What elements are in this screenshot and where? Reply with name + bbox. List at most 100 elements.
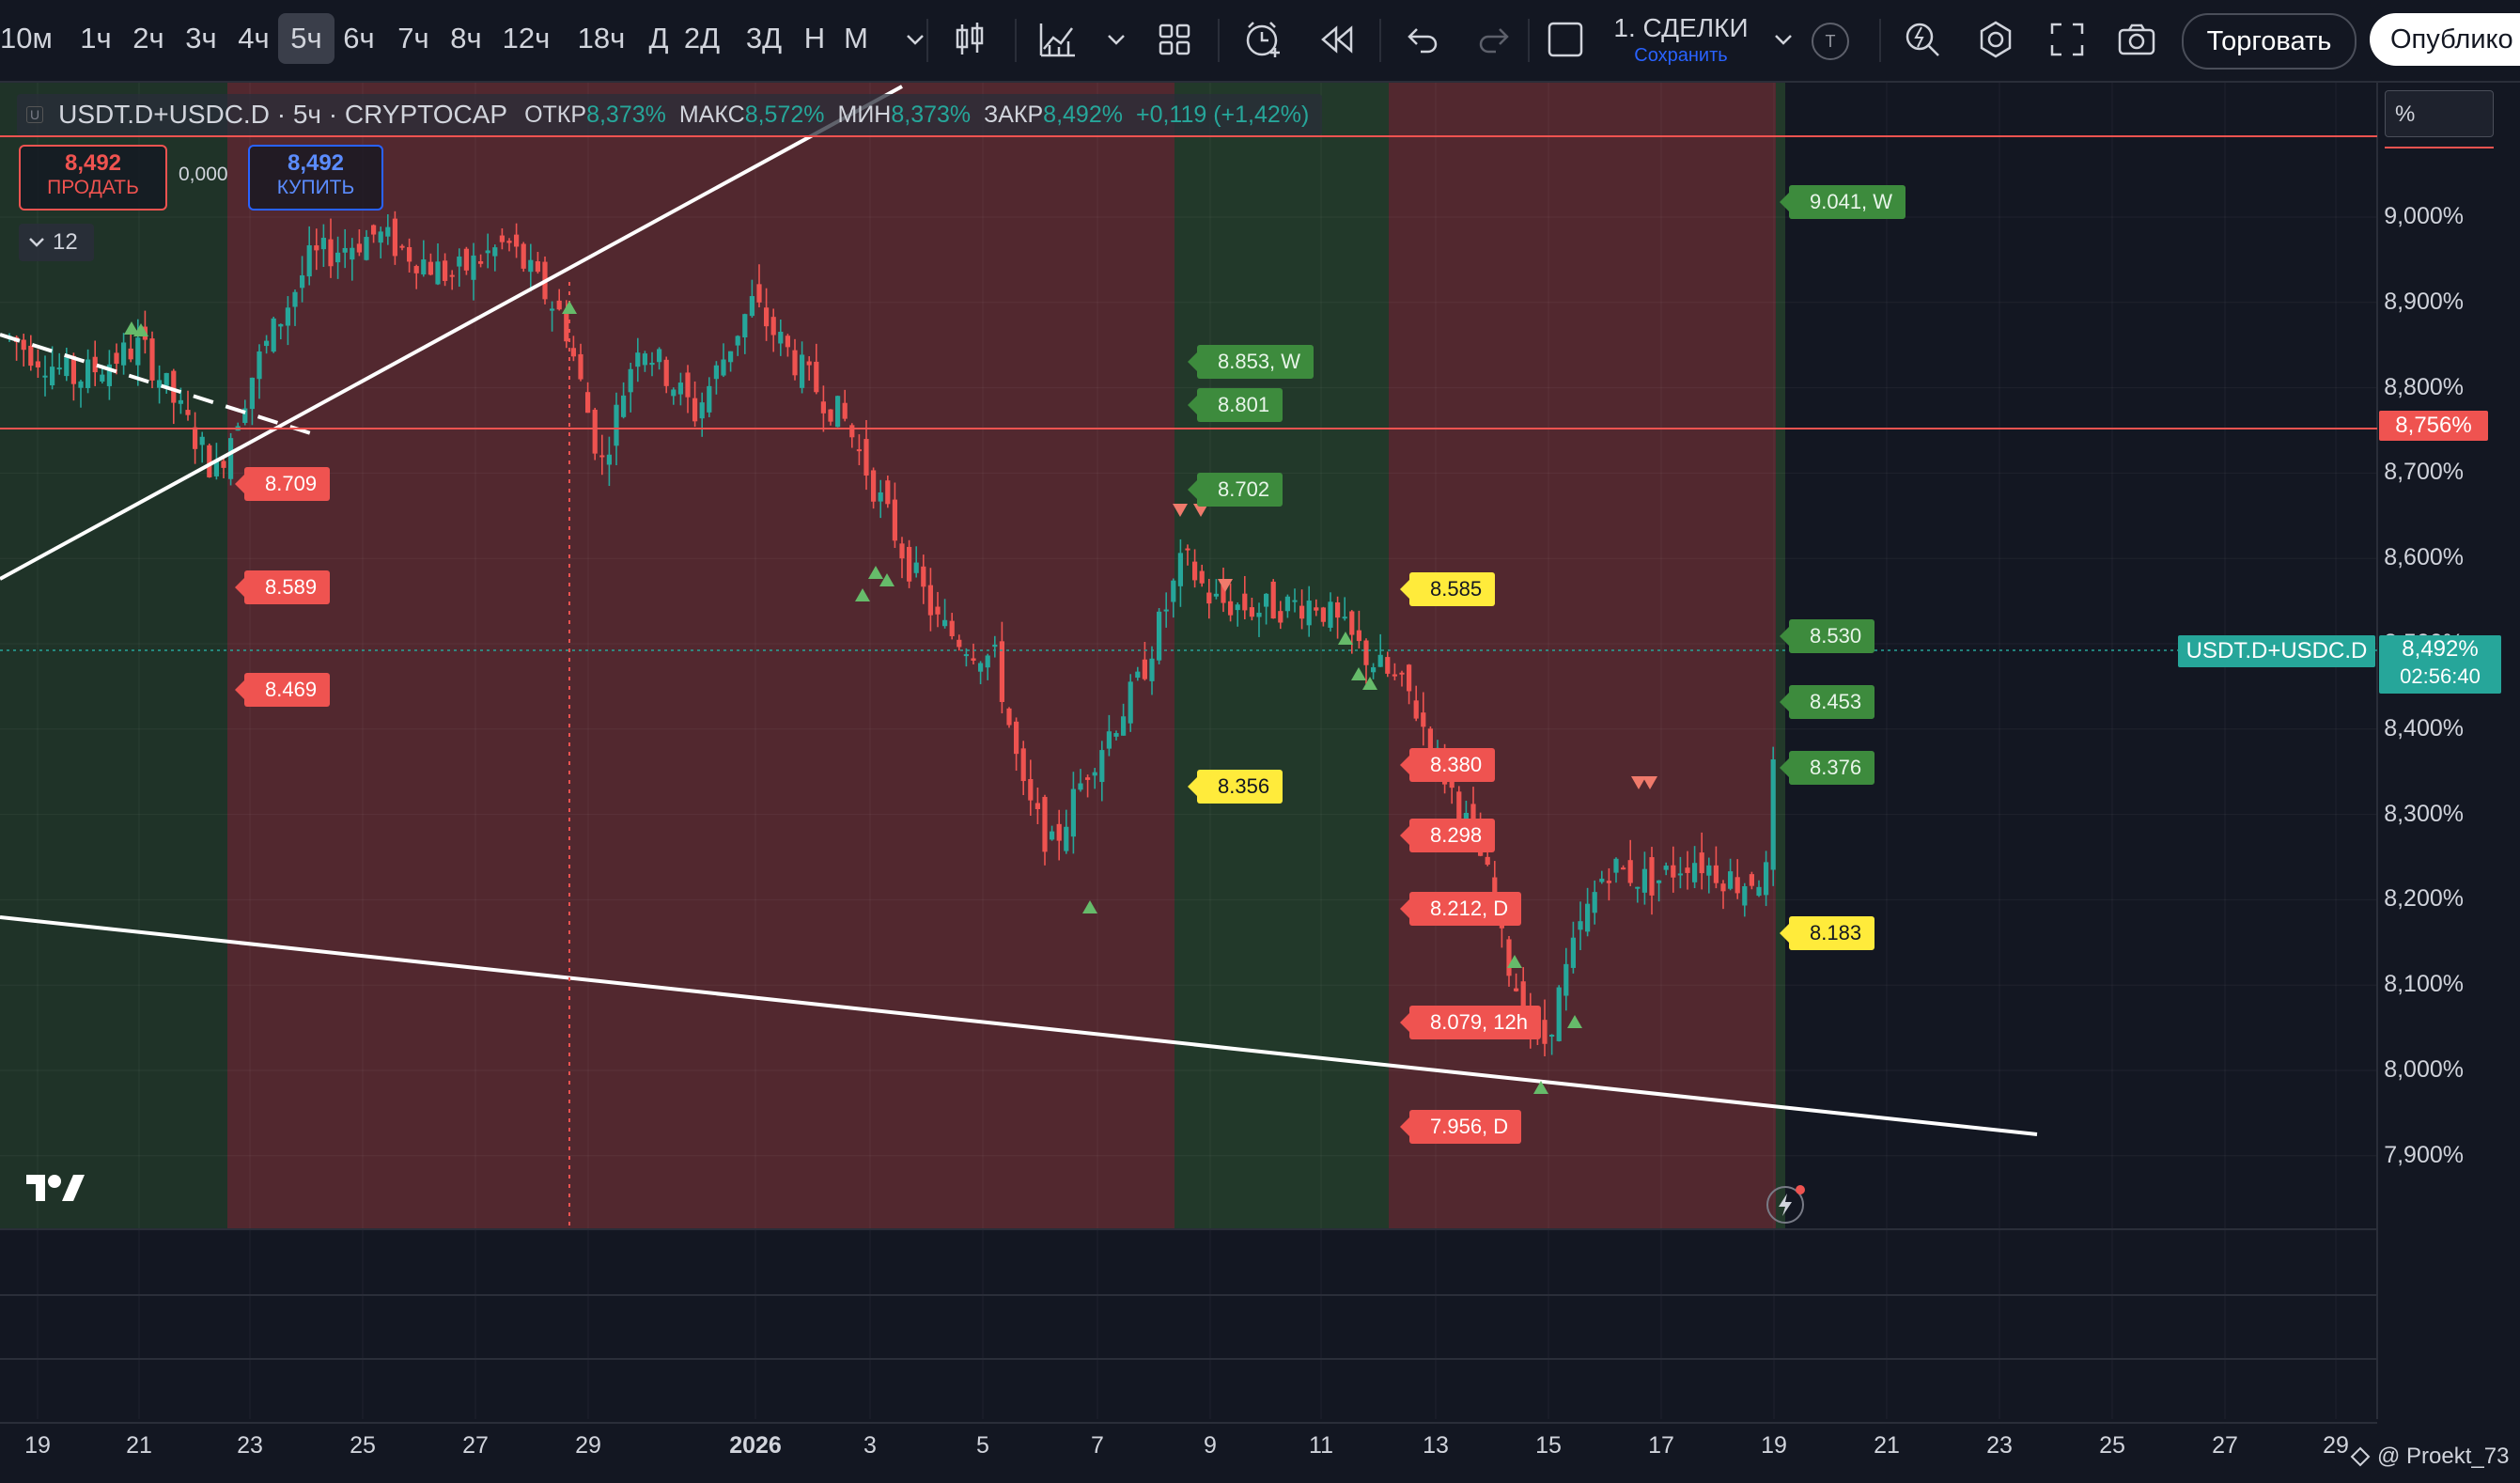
candle-body bbox=[1034, 803, 1040, 809]
red-price-tag[interactable]: 8.469 bbox=[234, 673, 331, 707]
green-price-tag[interactable]: 8.702 bbox=[1187, 473, 1283, 507]
red-price-tag[interactable]: 8.298 bbox=[1399, 819, 1496, 852]
timeframe-5[interactable]: 5ч bbox=[278, 13, 334, 64]
candle-body bbox=[1506, 939, 1512, 976]
timeframe-15[interactable]: М bbox=[844, 22, 868, 55]
sell-button[interactable]: 8,492 ПРОДАТЬ bbox=[19, 145, 167, 211]
layout-save-link[interactable]: Сохранить bbox=[1634, 45, 1728, 66]
timeframe-10[interactable]: 18ч bbox=[577, 22, 626, 55]
symbol-legend[interactable]: U USDT.D+USDC.D · 5ч · CRYPTOCAP ОТКР 8,3… bbox=[17, 94, 1323, 135]
candles-chart-type-icon[interactable] bbox=[947, 17, 992, 62]
timeframe-1[interactable]: 1ч bbox=[80, 22, 112, 55]
timeframe-14[interactable]: Н bbox=[803, 22, 826, 55]
trade-button[interactable]: Торговать bbox=[2182, 13, 2357, 70]
candle-body bbox=[1306, 601, 1312, 626]
green-price-tag[interactable]: 8.530 bbox=[1779, 619, 1875, 653]
red-price-tag[interactable]: 8.589 bbox=[234, 570, 331, 604]
lightning-alert-icon[interactable] bbox=[1766, 1185, 1805, 1224]
timeframe-2[interactable]: 2ч bbox=[132, 22, 164, 55]
buy-signal-marker bbox=[868, 566, 883, 579]
buy-label: КУПИТЬ bbox=[276, 177, 355, 198]
candle-body bbox=[443, 260, 448, 281]
timeframe-8[interactable]: 8ч bbox=[450, 22, 482, 55]
timeframe-4[interactable]: 4ч bbox=[238, 22, 270, 55]
time-tick-label: 25 bbox=[350, 1432, 376, 1459]
price-scale[interactable]: % bbox=[2377, 81, 2520, 1237]
timeframe-6[interactable]: 6ч bbox=[343, 22, 375, 55]
fullscreen-icon[interactable] bbox=[2045, 17, 2090, 62]
timeframe-0[interactable]: 10м bbox=[0, 22, 53, 55]
layout-square-icon[interactable] bbox=[1543, 17, 1588, 62]
red-price-tag[interactable]: 8.079, 12h bbox=[1400, 1006, 1541, 1039]
green-price-tag[interactable]: 9.041, W bbox=[1779, 185, 1906, 219]
timeframe-9[interactable]: 12ч bbox=[502, 22, 551, 55]
time-tick-label: 11 bbox=[1309, 1432, 1333, 1459]
undo-icon[interactable] bbox=[1400, 17, 1445, 62]
indicators-icon[interactable] bbox=[1035, 17, 1081, 62]
candle-body bbox=[1335, 601, 1341, 618]
candle-body bbox=[478, 260, 484, 264]
candle-body bbox=[421, 259, 427, 275]
candle-body bbox=[1421, 712, 1426, 727]
candle-body bbox=[86, 359, 91, 388]
settings-gear-icon[interactable] bbox=[1973, 17, 2018, 62]
timeframe-7[interactable]: 7ч bbox=[397, 22, 429, 55]
yellow-price-tag[interactable]: 8.585 bbox=[1399, 572, 1496, 606]
candle-body bbox=[1413, 700, 1419, 719]
buy-signal-marker bbox=[124, 321, 139, 335]
indicators-collapse-toggle[interactable]: 12 bbox=[19, 224, 94, 261]
red-price-tag[interactable]: 8.709 bbox=[234, 467, 331, 501]
indicators-dropdown-icon[interactable] bbox=[1094, 17, 1139, 62]
candle-body bbox=[1099, 750, 1105, 783]
redo-icon[interactable] bbox=[1471, 17, 1517, 62]
unit-input[interactable]: % bbox=[2385, 90, 2494, 137]
low-value: 8,373% bbox=[891, 101, 972, 128]
templates-grid-icon[interactable] bbox=[1152, 17, 1197, 62]
green-price-tag[interactable]: 8.376 bbox=[1779, 751, 1875, 785]
candle-body bbox=[1142, 659, 1147, 679]
camera-snapshot-icon[interactable] bbox=[2114, 17, 2159, 62]
price-chart[interactable] bbox=[0, 81, 2520, 1483]
candle-body bbox=[335, 252, 341, 263]
candle-body bbox=[1113, 733, 1119, 737]
green-price-tag[interactable]: 8.853, W bbox=[1187, 345, 1314, 379]
time-tick-label: 13 bbox=[1423, 1432, 1449, 1459]
timeframe-12[interactable]: 2Д bbox=[683, 22, 721, 55]
open-value: 8,373% bbox=[586, 101, 666, 128]
buy-signal-marker bbox=[1507, 955, 1522, 968]
candle-body bbox=[1578, 921, 1583, 930]
chevron-down-icon bbox=[29, 238, 44, 247]
candle-body bbox=[921, 566, 926, 587]
timeframe-13[interactable]: 3Д bbox=[745, 22, 783, 55]
candle-body bbox=[999, 641, 1004, 702]
red-price-tag[interactable]: 8.212, D bbox=[1399, 892, 1522, 926]
candle-body bbox=[913, 562, 919, 573]
yellow-price-tag[interactable]: 8.356 bbox=[1187, 770, 1283, 804]
price-tick-label: 8,300% bbox=[2384, 800, 2464, 827]
candle-body bbox=[649, 363, 655, 366]
timeframe-11[interactable]: Д bbox=[648, 22, 669, 55]
alert-clock-icon[interactable] bbox=[1240, 17, 1285, 62]
price-tick-label: 9,000% bbox=[2384, 203, 2464, 229]
publish-button[interactable]: Опублико bbox=[2370, 13, 2520, 66]
t-badge[interactable]: T bbox=[1812, 23, 1849, 60]
symbol-title: USDT.D+USDC.D · 5ч · CRYPTOCAP bbox=[58, 100, 508, 129]
green-price-tag[interactable]: 8.453 bbox=[1779, 685, 1875, 719]
layout-dropdown-icon[interactable] bbox=[1761, 17, 1806, 62]
candle-body bbox=[350, 247, 355, 260]
timeframe-3[interactable]: 3ч bbox=[185, 22, 217, 55]
green-price-tag[interactable]: 8.801 bbox=[1187, 388, 1283, 422]
yellow-price-tag[interactable]: 8.183 bbox=[1779, 916, 1875, 950]
timeframe-dropdown-icon[interactable] bbox=[893, 17, 938, 62]
red-price-tag[interactable]: 7.956, D bbox=[1399, 1110, 1522, 1144]
candle-body bbox=[814, 361, 819, 393]
quick-search-icon[interactable] bbox=[1900, 17, 1945, 62]
tradingview-logo[interactable] bbox=[24, 1171, 86, 1210]
layout-name[interactable]: 1. СДЕЛКИ Сохранить bbox=[1610, 13, 1751, 67]
alert-line-price-label[interactable]: 8,756% bbox=[2379, 411, 2488, 441]
high-label: МАКС bbox=[678, 101, 745, 128]
replay-icon[interactable] bbox=[1314, 17, 1359, 62]
buy-button[interactable]: 8,492 КУПИТЬ bbox=[248, 145, 383, 211]
candle-body bbox=[1135, 671, 1141, 679]
red-price-tag[interactable]: 8.380 bbox=[1399, 748, 1496, 782]
